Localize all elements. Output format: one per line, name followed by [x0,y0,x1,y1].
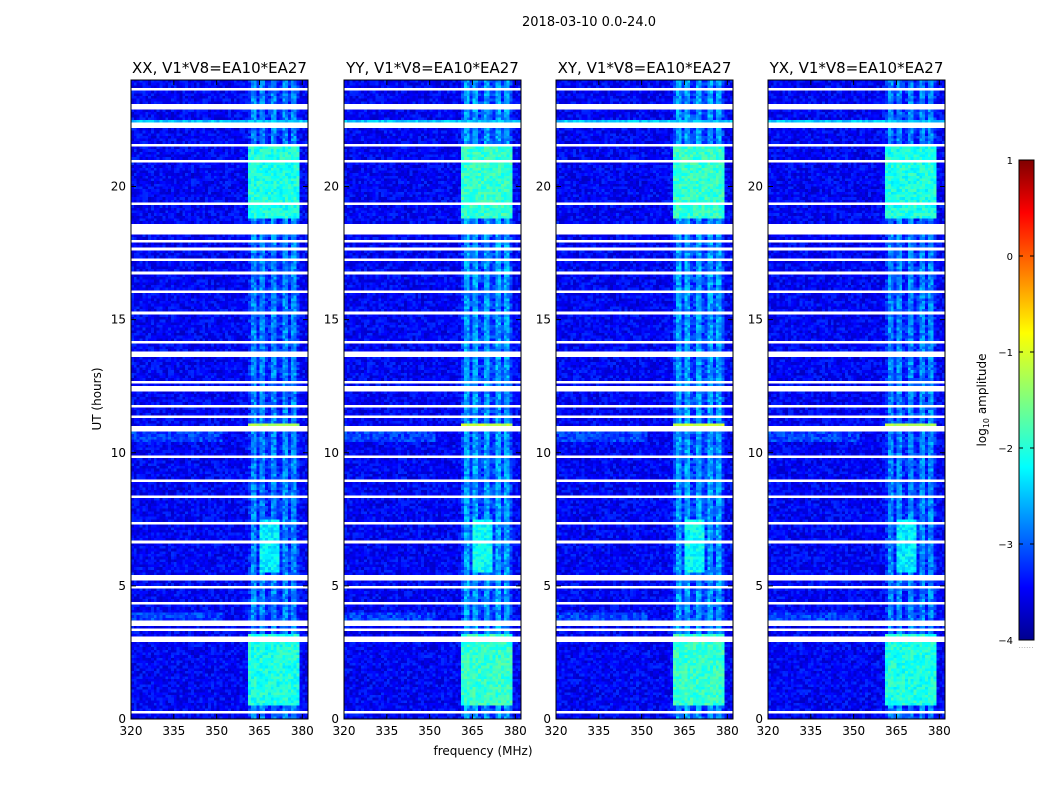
colorbar-tick-label: −2 [998,444,1013,455]
y-tick-label: 10 [536,446,551,460]
x-tick-label: 350 [842,724,865,738]
y-tick-label: 15 [748,313,763,327]
colorbar-gradient [1018,159,1035,641]
x-tick-label: 335 [799,724,822,738]
x-tick-label: 335 [587,724,610,738]
colorbar-ticks: 1 0 −1 −2 −3 −4 [998,156,1034,647]
y-tick-label: 0 [543,712,551,726]
x-tick-label: 380 [928,724,951,738]
x-axis-label: frequency (MHz) [433,744,532,758]
panel-xx: XX, V1*V8=EA10*EA27 320 335 350 365 380 0 5 10 15… [111,59,314,738]
y-tick-label: 15 [324,313,339,327]
colorbar-tick-label: 1 [1007,156,1013,167]
panel-title: YX, V1*V8=EA10*EA27 [769,59,944,77]
colorbar-label-log: log [975,428,989,446]
colorbar-tick-label: 0 [1007,252,1013,263]
x-tick-label: 380 [716,724,739,738]
y-tick-label: 10 [748,446,763,460]
y-tick-label: 5 [755,579,763,593]
x-tick-label: 350 [418,724,441,738]
y-tick-label: 10 [324,446,339,460]
y-tick-label: 0 [331,712,339,726]
x-tick-label: 365 [673,724,696,738]
x-tick-label: 320 [757,724,780,738]
y-tick-label: 20 [536,180,551,194]
colorbar-foot-label: ...... [1018,641,1033,650]
x-tick-label: 350 [630,724,653,738]
y-tick-label: 0 [118,712,126,726]
panel-xy: XY, V1*V8=EA10*EA27 320 335 350 365 380 0 5 10 15… [536,59,739,738]
spectrogram-image [344,80,521,719]
y-tick-label: 5 [543,579,551,593]
colorbar-label-subscript: 10 [982,418,991,428]
panel-yx: YX, V1*V8=EA10*EA27 320 335 350 365 380 0 5 10 15… [748,59,951,738]
x-tick-label: 335 [375,724,398,738]
colorbar-tick-label: −4 [998,636,1013,647]
panel-frame [343,79,522,720]
spectrogram-image [556,80,733,719]
panel-title: XX, V1*V8=EA10*EA27 [132,59,307,77]
panel-yy: YY, V1*V8=EA10*EA27 320 335 350 365 380 0 5 10 15… [324,59,527,738]
colorbar-label: log10 amplitude [975,354,991,447]
x-tick-label: 380 [291,724,314,738]
panel-frame [555,79,734,720]
y-tick-label: 20 [748,180,763,194]
x-tick-label: 365 [461,724,484,738]
x-tick-label: 320 [545,724,568,738]
x-tick-label: 335 [162,724,185,738]
panel-frame [130,79,309,720]
y-tick-label: 10 [111,446,126,460]
y-tick-label: 5 [118,579,126,593]
y-tick-label: 15 [111,313,126,327]
colorbar-tick-label: −3 [998,540,1013,551]
panel-frame [767,79,946,720]
figure-suptitle: 2018-03-10 0.0-24.0 [522,15,656,30]
x-tick-label: 365 [248,724,271,738]
y-tick-label: 15 [536,313,551,327]
y-tick-label: 20 [111,180,126,194]
colorbar-tick-label: −1 [998,348,1013,359]
y-tick-label: 5 [331,579,339,593]
x-tick-label: 320 [333,724,356,738]
colorbar: 10−1−2−3−4 log10 amplitude ...... [975,156,1035,650]
spectrogram-image [768,80,945,719]
panels: XX, V1*V8=EA10*EA27 320 335 350 365 380 0 5 10 15… [111,59,951,738]
spectrogram-image [131,80,308,719]
y-tick-label: 20 [324,180,339,194]
panel-title: YY, V1*V8=EA10*EA27 [345,59,519,77]
panel-title: XY, V1*V8=EA10*EA27 [558,59,732,77]
x-tick-label: 380 [504,724,527,738]
y-axis-label: UT (hours) [90,367,104,430]
x-tick-label: 320 [120,724,143,738]
y-tick-label: 0 [755,712,763,726]
x-tick-label: 350 [205,724,228,738]
colorbar-label-suffix: amplitude [975,354,989,418]
x-tick-label: 365 [885,724,908,738]
